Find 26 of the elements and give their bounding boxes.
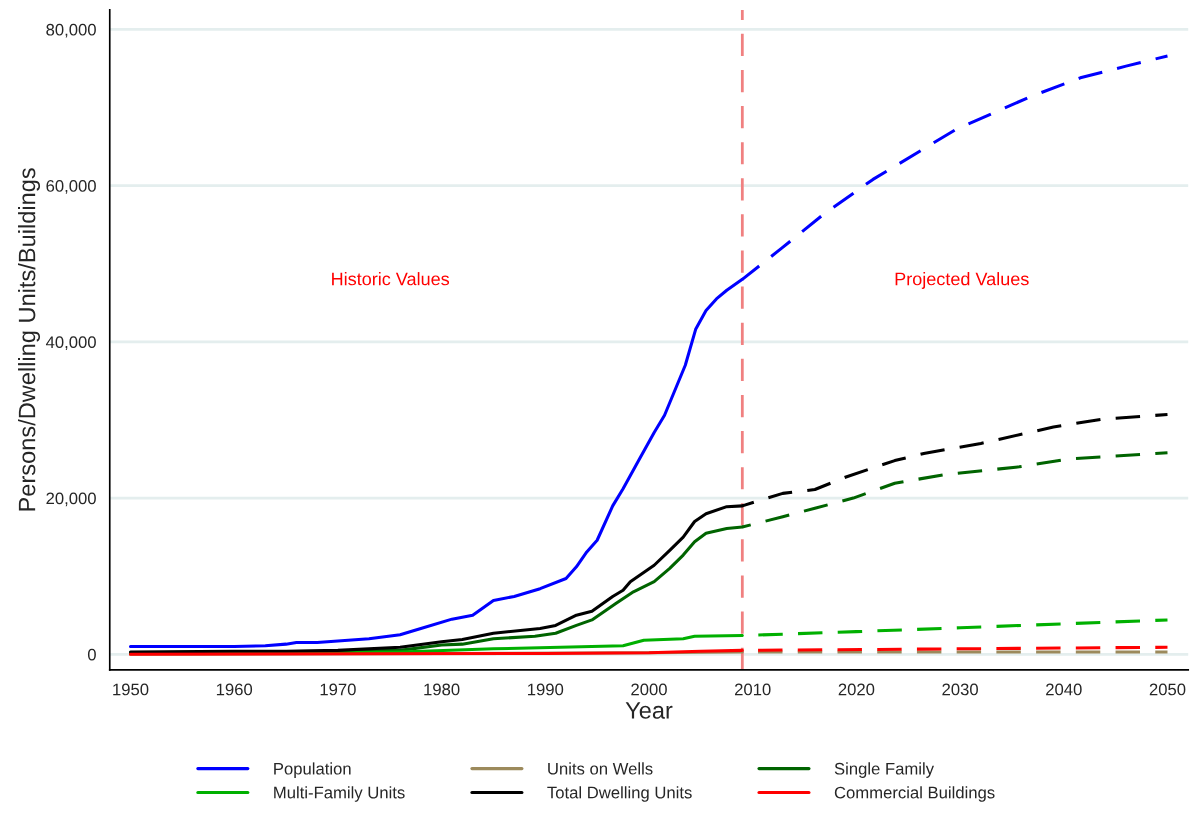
y-tick-label: 0 xyxy=(87,648,96,661)
annotation: Historic Values xyxy=(332,272,450,286)
x-axis-title: Year xyxy=(625,702,673,719)
y-tick-label: 80,000 xyxy=(46,23,96,38)
x-tick-label: 2030 xyxy=(942,683,978,696)
x-tick-label: 1970 xyxy=(320,683,356,696)
annotation: Projected Values xyxy=(895,272,1029,289)
x-tick-label: 1960 xyxy=(216,683,253,696)
y-tick-label: 40,000 xyxy=(45,336,96,351)
legend-label: Single Family xyxy=(834,762,934,778)
x-tick-label: 2040 xyxy=(1046,683,1082,696)
legend-label: Commercial Buildings xyxy=(834,786,995,802)
x-tick-label: 1950 xyxy=(113,683,149,696)
x-tick-label: 2050 xyxy=(1149,683,1186,696)
x-tick-label: 2000 xyxy=(631,683,667,696)
legend-label: Multi-Family Units xyxy=(274,786,405,802)
legend-label: Units on Wells xyxy=(548,762,653,775)
legend-label: Total Dwelling Units xyxy=(547,786,692,802)
y-tick-label: 60,000 xyxy=(46,180,96,194)
x-tick-label: 2020 xyxy=(838,683,875,696)
y-tick-label: 20,000 xyxy=(46,492,96,507)
x-tick-label: 1990 xyxy=(528,683,564,696)
x-tick-label: 1980 xyxy=(424,683,460,696)
legend-label: Population xyxy=(274,762,351,778)
x-tick-label: 2010 xyxy=(734,683,771,696)
y-axis-title: Persons/Dwelling Units/Buildings xyxy=(18,168,41,511)
